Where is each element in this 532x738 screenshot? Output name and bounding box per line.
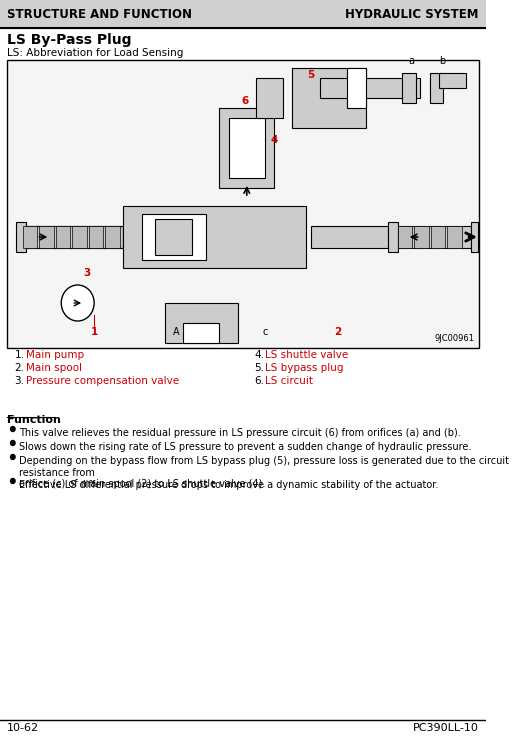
Text: Pressure compensation valve: Pressure compensation valve <box>26 376 179 386</box>
Text: 1.: 1. <box>14 350 24 360</box>
Circle shape <box>11 478 15 483</box>
Bar <box>183 323 219 343</box>
Circle shape <box>11 427 15 432</box>
Text: LS: Abbreviation for Load Sensing: LS: Abbreviation for Load Sensing <box>7 48 184 58</box>
Text: 6.: 6. <box>254 376 264 386</box>
Text: LS bypass plug: LS bypass plug <box>265 363 344 373</box>
Text: HYDRAULIC SYSTEM: HYDRAULIC SYSTEM <box>345 7 479 21</box>
Text: 10-62: 10-62 <box>7 723 39 733</box>
Text: a: a <box>409 56 414 66</box>
Text: 6: 6 <box>242 96 248 106</box>
Bar <box>16 222 26 252</box>
Bar <box>402 73 416 103</box>
Bar <box>39 226 54 248</box>
Circle shape <box>61 285 94 321</box>
Bar <box>72 226 87 248</box>
Bar <box>105 226 120 248</box>
Text: 5: 5 <box>307 70 314 80</box>
Bar <box>229 118 265 178</box>
Bar <box>430 73 443 103</box>
Text: 3: 3 <box>83 268 90 278</box>
Text: PC390LL-10: PC390LL-10 <box>413 723 479 733</box>
Bar <box>0 0 486 28</box>
Circle shape <box>11 441 15 446</box>
Text: Main spool: Main spool <box>26 363 81 373</box>
Bar <box>142 214 206 260</box>
Bar <box>7 60 479 348</box>
Text: b: b <box>439 56 445 66</box>
Bar <box>23 226 37 248</box>
Bar <box>164 303 238 343</box>
Bar <box>414 226 429 248</box>
Bar <box>347 68 365 108</box>
Bar <box>219 108 274 188</box>
Bar <box>471 222 478 252</box>
Bar <box>56 226 70 248</box>
Text: 2.: 2. <box>14 363 24 373</box>
Bar <box>23 226 123 248</box>
Text: LS By-Pass Plug: LS By-Pass Plug <box>7 33 132 47</box>
Bar <box>256 78 284 118</box>
Bar <box>439 73 466 88</box>
Text: Depending on the bypass flow from LS bypass plug (5), pressure loss is generated: Depending on the bypass flow from LS byp… <box>19 456 509 489</box>
Text: 4: 4 <box>271 135 278 145</box>
Text: Function: Function <box>7 415 61 425</box>
Text: 4.: 4. <box>254 350 264 360</box>
Circle shape <box>11 455 15 460</box>
Text: A: A <box>173 327 180 337</box>
Text: 9JC00961: 9JC00961 <box>435 334 475 343</box>
Bar <box>447 226 462 248</box>
Bar <box>155 219 192 255</box>
Text: Main pump: Main pump <box>26 350 84 360</box>
Bar <box>397 226 412 248</box>
Text: Effective LS differential pressure drops to improve a dynamic stability of the a: Effective LS differential pressure drops… <box>19 480 438 490</box>
Text: 2: 2 <box>335 327 342 337</box>
Text: LS shuttle valve: LS shuttle valve <box>265 350 348 360</box>
Bar <box>311 226 388 248</box>
Bar <box>320 78 420 98</box>
Bar <box>89 226 103 248</box>
Bar <box>397 226 471 248</box>
Bar <box>123 206 306 268</box>
Text: 5.: 5. <box>254 363 264 373</box>
Text: 3.: 3. <box>14 376 24 386</box>
Text: This valve relieves the residual pressure in LS pressure circuit (6) from orific: This valve relieves the residual pressur… <box>19 428 461 438</box>
Bar <box>388 222 397 252</box>
Bar <box>23 226 123 248</box>
Text: Slows down the rising rate of LS pressure to prevent a sudden change of hydrauli: Slows down the rising rate of LS pressur… <box>19 442 471 452</box>
Text: STRUCTURE AND FUNCTION: STRUCTURE AND FUNCTION <box>7 7 192 21</box>
Text: c: c <box>262 327 268 337</box>
Bar <box>293 68 365 128</box>
Text: 1: 1 <box>90 327 98 337</box>
Bar <box>430 226 445 248</box>
Text: LS circuit: LS circuit <box>265 376 313 386</box>
